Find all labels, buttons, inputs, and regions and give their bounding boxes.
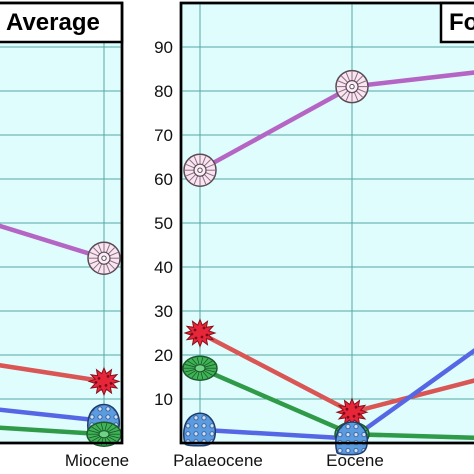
red-coral-icon [183,318,217,348]
y-tick-label: 30 [154,302,173,321]
series-line [0,425,105,437]
y-tick-label: 80 [154,82,173,101]
green-coral-icon [86,421,122,447]
y-axis-ticks-right: 10 20 30 40 50 60 70 80 90 [154,38,173,409]
chart-title-left: Average [6,9,100,36]
panel-right: 10 20 30 40 50 60 70 80 90 Fo Palaeocene Eocene [154,1,474,470]
series-line [0,407,105,424]
series-left [0,223,122,447]
panel-left: Average Miocene [0,1,129,470]
series-line [0,223,105,261]
y-tick-label: 40 [154,258,173,277]
x-tick-label: Palaeocene [173,451,263,470]
y-tick-label: 10 [154,390,173,409]
y-tick-label: 60 [154,170,173,189]
nautiloid-shell-icon [183,153,217,187]
nautiloid-shell-icon [335,69,369,104]
chart-title-right: Fo [449,9,474,36]
red-coral-icon [87,366,121,397]
blue-sponge-icon [335,421,368,456]
series-line [0,363,105,384]
green-coral-icon [182,355,218,381]
x-tick-label: Eocene [326,451,384,470]
blue-sponge-icon [183,412,216,447]
plot-frame-left [0,1,124,445]
series-right [182,69,474,456]
y-tick-label: 20 [154,346,173,365]
y-tick-label: 70 [154,126,173,145]
y-tick-label: 50 [154,214,173,233]
title-box-right [439,1,474,44]
plot-frame-right [179,1,474,445]
x-tick-label: Miocene [65,451,129,470]
y-tick-label: 90 [154,38,173,57]
nautiloid-shell-icon [87,241,121,275]
